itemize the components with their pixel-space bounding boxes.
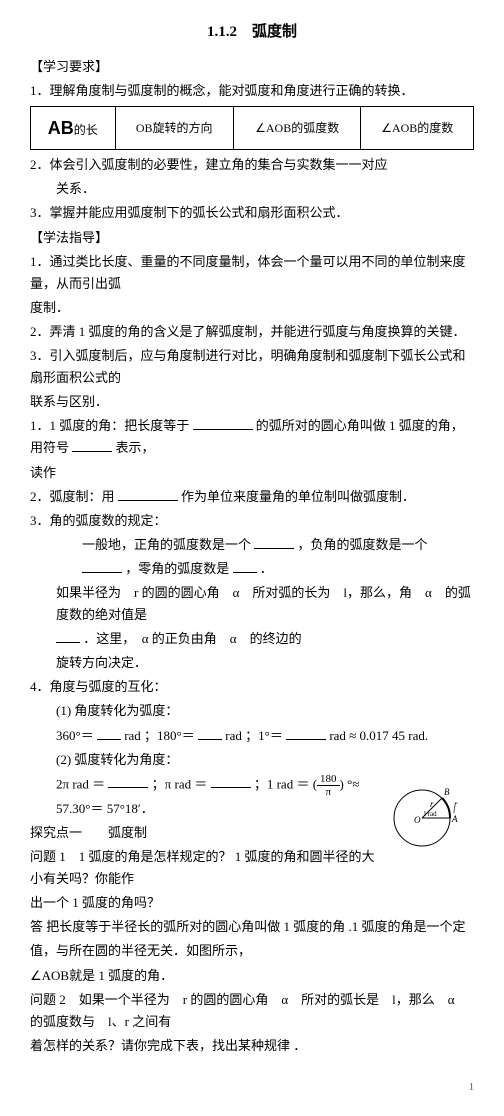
q2c: ． [293,1038,306,1053]
circle-diagram: B A O r r l l rad [384,773,474,853]
k1-line: 1．1 弧度的角：把长度等于 的弧所对的圆心角叫做 1 弧度的角，用符号 表示， [30,415,474,459]
sg2: 2．弄清 1 弧度的角的含义是了解弧度制，并能进行弧度与角度换算的关键． [30,321,474,343]
blank [108,774,148,788]
k4-1b: rad ；180°＝ [124,728,195,743]
k4: 4．角度与弧度的互化： [30,676,474,698]
q2b-line: 着怎样的关系？请你完成下表，找出某种规律 ． [30,1035,474,1057]
q1a: 问题 1 1 弧度的角是怎样规定的？ [30,849,232,864]
sg1: 1．通过类比长度、重量的不同度量制，体会一个量可以用不同的单位制来度量，从而引出… [30,251,474,295]
circle-svg: B A O r r l l rad [384,773,474,853]
k1e: 读作 [30,462,474,484]
k1d: 表示， [116,440,155,455]
blank [72,438,112,452]
answer-line1: 答 把长度等于半径长的弧所对的圆心角叫做 1 弧度的角 .1 弧度的角是一个定 [30,916,474,938]
k2: 2．弧度制：用 [30,489,115,504]
k3: 3．角的弧度数的规定： [30,510,474,532]
k4-2b: ；π rad ＝ [152,776,208,791]
sr2a: 2．体会引入弧度制的必要性，建立角的集合与实数集一一对应 [30,154,474,176]
k4-2a: 2π rad ＝ [56,776,105,791]
formula-table: AB的长 OB旋转的方向 ∠AOB的弧度数 ∠AOB的度数 [30,106,474,151]
cell-ob: OB旋转的方向 [115,106,233,150]
blank [198,726,222,740]
k3c: 如果半径为 r 的圆的圆心角 α 所对弧的长为 l，那么，角 α 的弧度数的绝对… [30,582,474,626]
label-rad: l rad [424,810,437,818]
k2-line: 2．弧度制：用 作为单位来度量角的单位制叫做弧度制． [30,486,474,508]
blank [193,416,253,430]
sg3: 3．引入弧度制后，应与角度制进行对比，明确角度制和弧度制下弧长公式和扇形面积公式… [30,345,474,389]
blank [286,726,326,740]
ans-a: 把长度等于半径长的弧所对的圆心角叫做 [46,919,280,934]
sr1: 1．理解角度制与弧度制的概念，能对弧度和角度进行正确的转换． [30,80,474,102]
k3b: ，零角的弧度数是 [125,561,229,576]
k3a2: ，负角的弧度数是一个 [298,537,428,552]
heading-study-guide: 【学法指导】 [30,227,474,249]
label-b: B [444,787,450,797]
cell-degree: ∠AOB的度数 [361,106,474,150]
blank [56,629,80,643]
k4-2: (2) 弧度转化为角度： [30,749,474,771]
k2b: 作为单位来度量角的单位制叫做弧度制． [181,489,415,504]
blank [233,559,257,573]
ans-d: ∠AOB就是 1 弧度的角． [30,965,474,987]
k4-1d: rad ≈ 0.017 45 rad. [329,728,428,743]
k1a: 1．1 弧度的角：把长度等于 [30,418,189,433]
k3a-line: 一般地，正角的弧度数是一个 ，负角的弧度数是一个 [30,534,474,556]
k4-1: (1) 角度转化为弧度： [30,700,474,722]
blank [82,559,122,573]
blank [211,774,251,788]
q1c: 出一个 1 弧度的角吗？ [30,892,474,914]
page-number: 1 [30,1079,474,1096]
blank [254,535,294,549]
blank [118,487,178,501]
label-o: O [414,815,421,825]
sg1b: 度制． [30,297,474,319]
k4-1c: rad ；1°＝ [225,728,283,743]
k3b-line: ，零角的弧度数是 ． [30,558,474,580]
heading-study-req: 【学习要求】 [30,56,474,78]
ans-c: 值，与所在圆的半径无关．如图所示， [30,940,474,962]
k1b: 的弧所对的圆心角叫做 [256,418,386,433]
page-title: 1.1.2 弧度制 [30,20,474,46]
blank [97,726,121,740]
k3a: 一般地，正角的弧度数是一个 [82,537,251,552]
k3d-line: ．这里， α 的正负由角 α 的终边的 [30,628,474,650]
k3d: ．这里， α 的正负由角 α 的终边的 [83,631,301,646]
label-r1: r [430,799,434,809]
k3b2: ． [260,561,273,576]
sr3: 3．掌握并能应用弧度制下的弧长公式和扇形面积公式． [30,202,474,224]
ab-suffix: 的长 [74,123,98,137]
ans-b: 1 弧度的角 .1 弧度的角是一个定 [284,919,466,934]
cell-radian: ∠AOB的弧度数 [233,106,361,150]
label-a: A [451,814,458,824]
fraction-180-pi: (180π) [313,773,344,798]
k4-2c: ；1 rad ＝ [254,776,310,791]
ans-label: 答 [30,919,43,934]
k4-1a: 360°＝ [56,728,94,743]
frac-den: π [317,786,340,798]
frac-num: 180 [317,773,340,786]
sr2b: 关系． [30,178,474,200]
q2b: 着怎样的关系？请你完成下表，找出某种规律 [30,1038,290,1053]
ab-label: AB [48,118,74,138]
cell-ab: AB的长 [31,106,116,150]
k4-1-line: 360°＝ rad ；180°＝ rad ；1°＝ rad ≈ 0.017 45… [30,725,474,747]
sg3b: 联系与区别． [30,391,474,413]
k3e: 旋转方向决定． [30,652,474,674]
q2a: 问题 2 如果一个半径为 r 的圆的圆心角 α 所对的弧长是 l，那么 α 的弧… [30,989,474,1033]
